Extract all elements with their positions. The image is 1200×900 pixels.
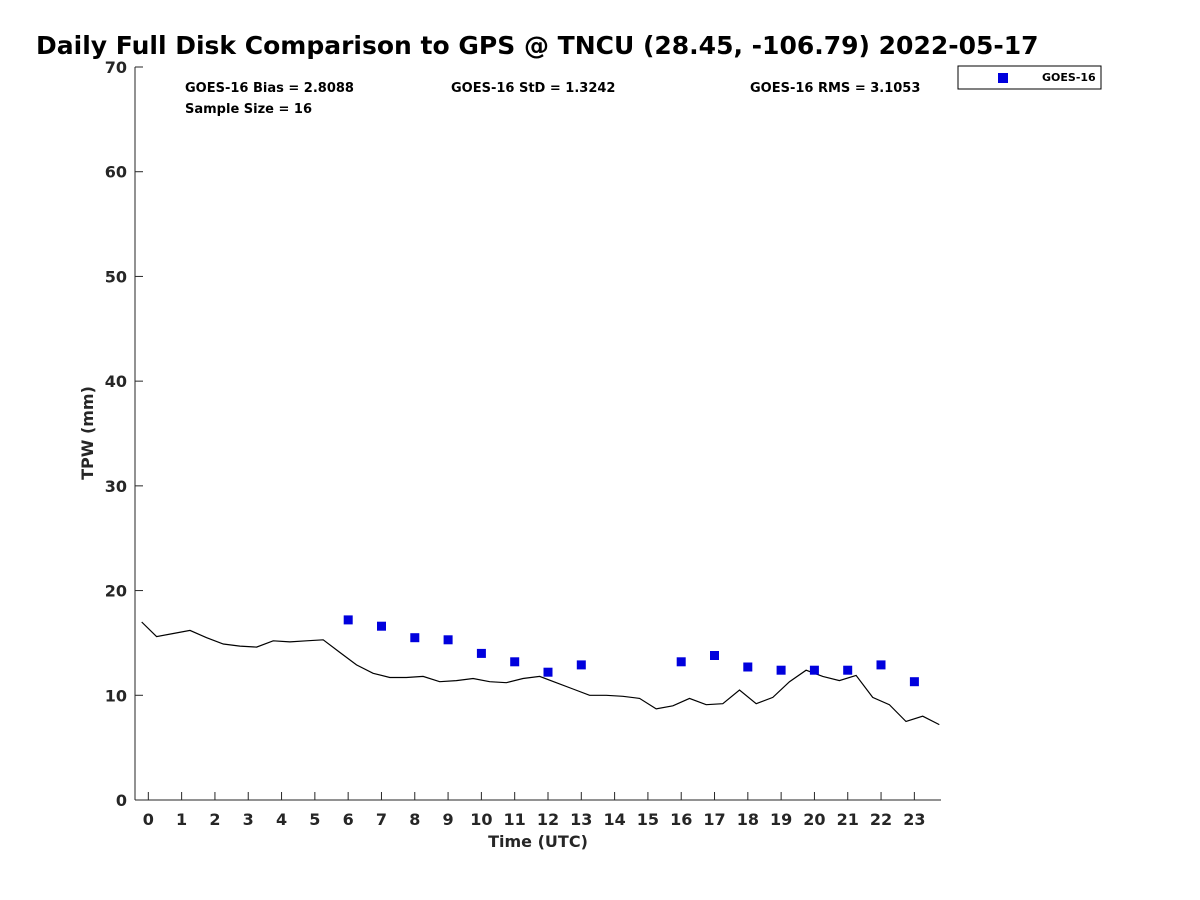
x-tick-label: 8	[409, 810, 420, 829]
x-tick-label: 16	[670, 810, 692, 829]
x-tick-label: 15	[637, 810, 659, 829]
goes16-point	[510, 657, 520, 667]
bias-stat: GOES-16 Bias = 2.8088	[185, 81, 354, 96]
goes16-series-points	[343, 615, 919, 687]
legend: GOES-16	[957, 65, 1102, 90]
goes16-point	[710, 651, 719, 660]
goes16-point	[543, 667, 553, 677]
goes16-point	[809, 665, 819, 675]
legend-box	[957, 65, 1102, 90]
legend-label: GOES-16	[1042, 71, 1096, 84]
x-tick-label: 10	[470, 810, 492, 829]
goes16-point	[576, 660, 586, 670]
x-axis-label: Time (UTC)	[488, 832, 588, 851]
goes16-point	[343, 615, 353, 625]
y-tick-label: 30	[105, 477, 127, 496]
x-axis-ticks: 0 1 2 3 4 5 6 7 8 9 10 11 12 13 14 15 16 17 18 19 20 21 22 23	[143, 792, 925, 829]
x-tick-label: 11	[504, 810, 526, 829]
x-tick-label: 4	[276, 810, 287, 829]
goes16-point	[776, 665, 786, 675]
y-tick-label: 70	[105, 58, 127, 77]
x-tick-label: 20	[803, 810, 825, 829]
x-tick-label: 21	[837, 810, 859, 829]
chart-title: Daily Full Disk Comparison to GPS @ TNCU…	[36, 31, 1039, 60]
y-axis-ticks: 0 10 20 30 40 50 60 70	[105, 58, 143, 810]
std-stat: GOES-16 StD = 1.3242	[451, 81, 615, 96]
x-tick-label: 7	[376, 810, 387, 829]
x-tick-label: 12	[537, 810, 559, 829]
goes16-point	[743, 662, 753, 672]
goes16-point	[377, 621, 386, 631]
legend-marker-square	[998, 73, 1008, 83]
x-tick-label: 0	[143, 810, 154, 829]
y-tick-label: 50	[105, 267, 127, 286]
x-tick-label: 18	[737, 810, 759, 829]
x-tick-label: 1	[176, 810, 187, 829]
x-tick-label: 14	[603, 810, 625, 829]
x-tick-label: 3	[243, 810, 254, 829]
rms-stat: GOES-16 RMS = 3.1053	[750, 81, 920, 96]
x-tick-label: 5	[309, 810, 320, 829]
goes16-point	[676, 657, 686, 667]
goes16-point	[476, 648, 486, 658]
x-tick-label: 6	[343, 810, 354, 829]
x-tick-label: 17	[703, 810, 725, 829]
x-tick-label: 13	[570, 810, 592, 829]
goes16-point	[843, 665, 853, 675]
goes16-point	[410, 633, 420, 643]
y-axis-label: TPW (mm)	[78, 386, 97, 480]
y-tick-label: 40	[105, 372, 127, 391]
sample-size-stat: Sample Size = 16	[185, 102, 312, 117]
x-tick-label: 23	[903, 810, 925, 829]
y-tick-label: 0	[116, 791, 127, 810]
x-tick-label: 22	[870, 810, 892, 829]
x-tick-label: 9	[443, 810, 454, 829]
x-tick-label: 2	[209, 810, 220, 829]
y-tick-label: 20	[105, 582, 127, 601]
y-tick-label: 60	[105, 163, 127, 182]
goes16-point	[909, 677, 919, 687]
goes16-point	[443, 635, 453, 645]
y-tick-label: 10	[105, 686, 127, 705]
goes16-point	[876, 660, 886, 670]
axes	[134, 67, 941, 801]
gps-series-line	[141, 621, 940, 726]
x-tick-label: 19	[770, 810, 792, 829]
